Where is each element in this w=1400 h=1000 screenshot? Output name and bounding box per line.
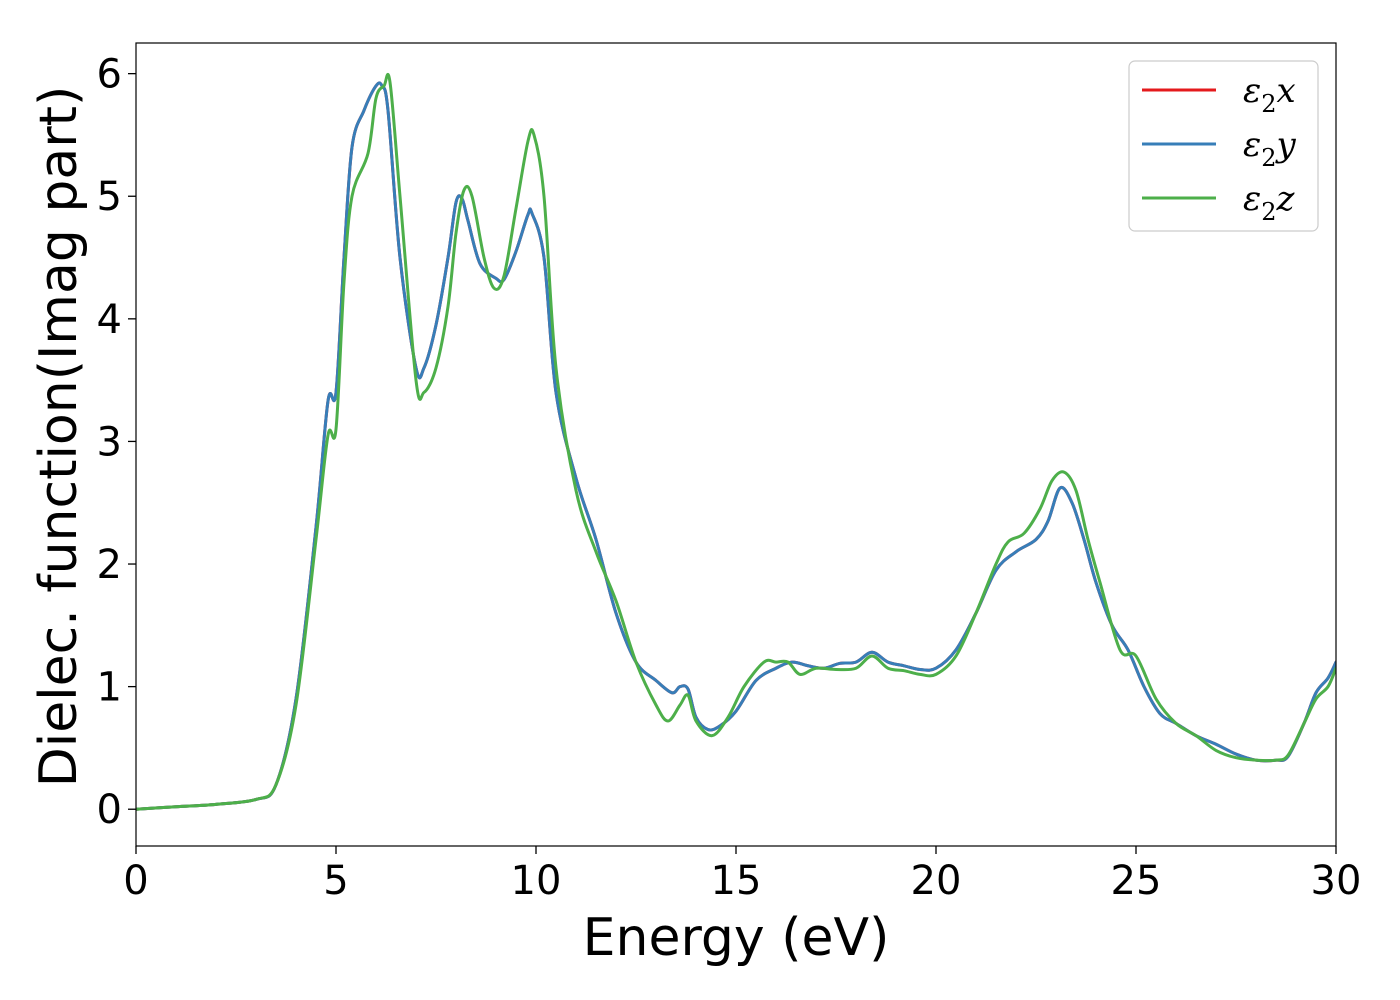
y-tick-label: 0 [97, 787, 122, 833]
x-tick-label: 10 [511, 858, 562, 904]
x-axis: 0 5 10 15 20 25 30 [123, 846, 1361, 904]
legend-label: ε2x [1243, 71, 1296, 118]
y-axis: 0 1 2 3 4 5 6 [97, 52, 136, 833]
series-line-3 [136, 73, 1336, 811]
x-tick-label: 0 [123, 858, 148, 904]
legend: ε2x ε2y ε2z [1128, 60, 1319, 232]
series-layer [136, 73, 1336, 811]
legend-box [1128, 60, 1319, 232]
y-axis-title: Dielec. function(Imag part) [29, 86, 89, 788]
x-axis-title: Energy (eV) [583, 908, 890, 968]
y-tick-label: 1 [97, 665, 122, 711]
y-tick-label: 3 [97, 419, 122, 465]
x-tick-label: 15 [711, 858, 762, 904]
y-tick-label: 6 [97, 52, 122, 98]
legend-label: ε2z [1243, 179, 1296, 226]
y-tick-label: 5 [97, 174, 122, 220]
x-tick-label: 25 [1111, 858, 1162, 904]
legend-label: ε2y [1243, 125, 1297, 172]
x-tick-label: 30 [1311, 858, 1362, 904]
y-tick-label: 2 [97, 542, 122, 588]
x-tick-label: 20 [911, 858, 962, 904]
x-tick-label: 5 [323, 858, 348, 904]
y-tick-label: 4 [97, 297, 122, 343]
